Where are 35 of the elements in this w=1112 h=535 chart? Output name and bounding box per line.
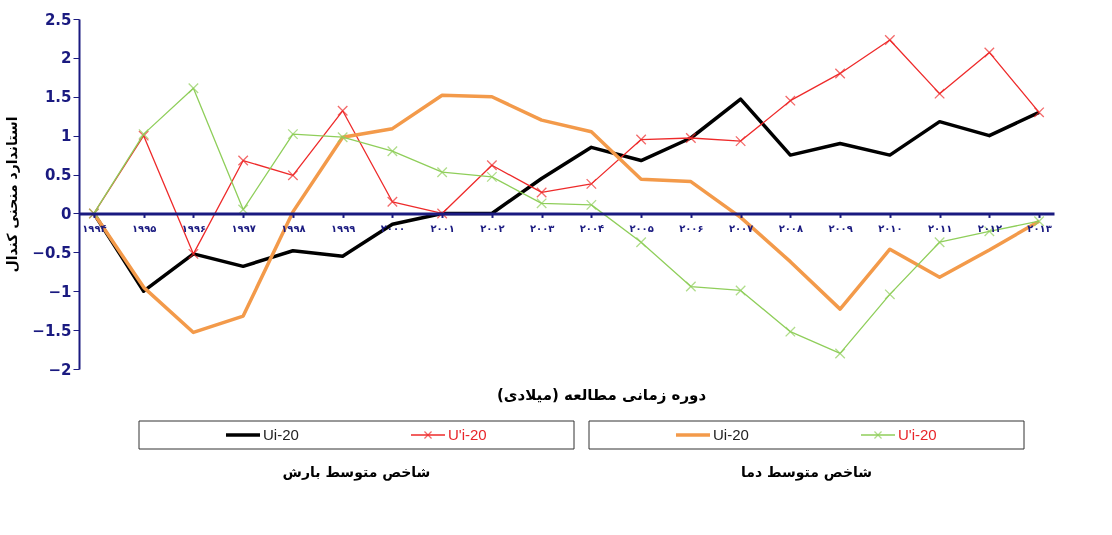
- y-tick-label: −0.5: [32, 243, 72, 262]
- y-tick-label: 0.5: [44, 166, 72, 185]
- x-tick-label: ۲۰۰۸: [778, 222, 804, 234]
- x-tick-label: ۲۰۰۵: [629, 222, 654, 234]
- x-axis-title: دوره زمانی مطالعه (میلادی): [496, 386, 707, 404]
- x-tick-label: ۱۹۹۵: [131, 222, 157, 234]
- text: شاخص متوسط بارش: [282, 464, 431, 481]
- x-tick-label: ۱۹۹۶: [181, 222, 207, 234]
- x-tick-label: ۲۰۰۹: [828, 222, 853, 234]
- y-tick-label: 2.5: [44, 10, 72, 29]
- legend-label: U'i-20: [448, 426, 487, 443]
- legend-label: Ui-20: [263, 426, 299, 443]
- x-tick-label: ۲۰۰۷: [728, 222, 754, 234]
- x-tick-label: ۲۰۰۶: [679, 222, 704, 234]
- x-tick-label: ۲۰۰۴: [579, 222, 605, 234]
- legend-label: U'i-20: [898, 426, 937, 443]
- x-tick-label: ۲۰۰۳: [529, 222, 555, 234]
- y-tick-label: −2: [48, 360, 72, 379]
- x-tick-label: ۲۰۱۱: [927, 222, 953, 234]
- legend-label: Ui-20: [713, 426, 749, 443]
- y-tick-label: 1.5: [44, 88, 72, 107]
- y-axis-title: استاندارد منحنی کندال: [4, 116, 21, 273]
- y-tick-label: 1: [61, 127, 72, 146]
- x-tick-label: ۲۰۱۰: [878, 222, 903, 234]
- x-tick-label: ۲۰۰۲: [480, 222, 505, 234]
- text: شاخص متوسط دما: [741, 464, 872, 481]
- x-tick-label: ۲۰۱۳: [1027, 222, 1052, 234]
- y-tick-label: −1: [48, 282, 72, 301]
- x-tick-label: ۲۰۱۲: [977, 222, 1003, 234]
- x-tick-label: ۱۹۹۷: [231, 222, 256, 234]
- x-tick-label: ۱۹۹۹: [330, 222, 356, 234]
- y-tick-label: 2: [61, 49, 72, 68]
- y-tick-label: −1.5: [32, 321, 72, 340]
- y-tick-label: 0: [61, 204, 72, 223]
- x-tick-label: ۲۰۰۱: [430, 222, 455, 234]
